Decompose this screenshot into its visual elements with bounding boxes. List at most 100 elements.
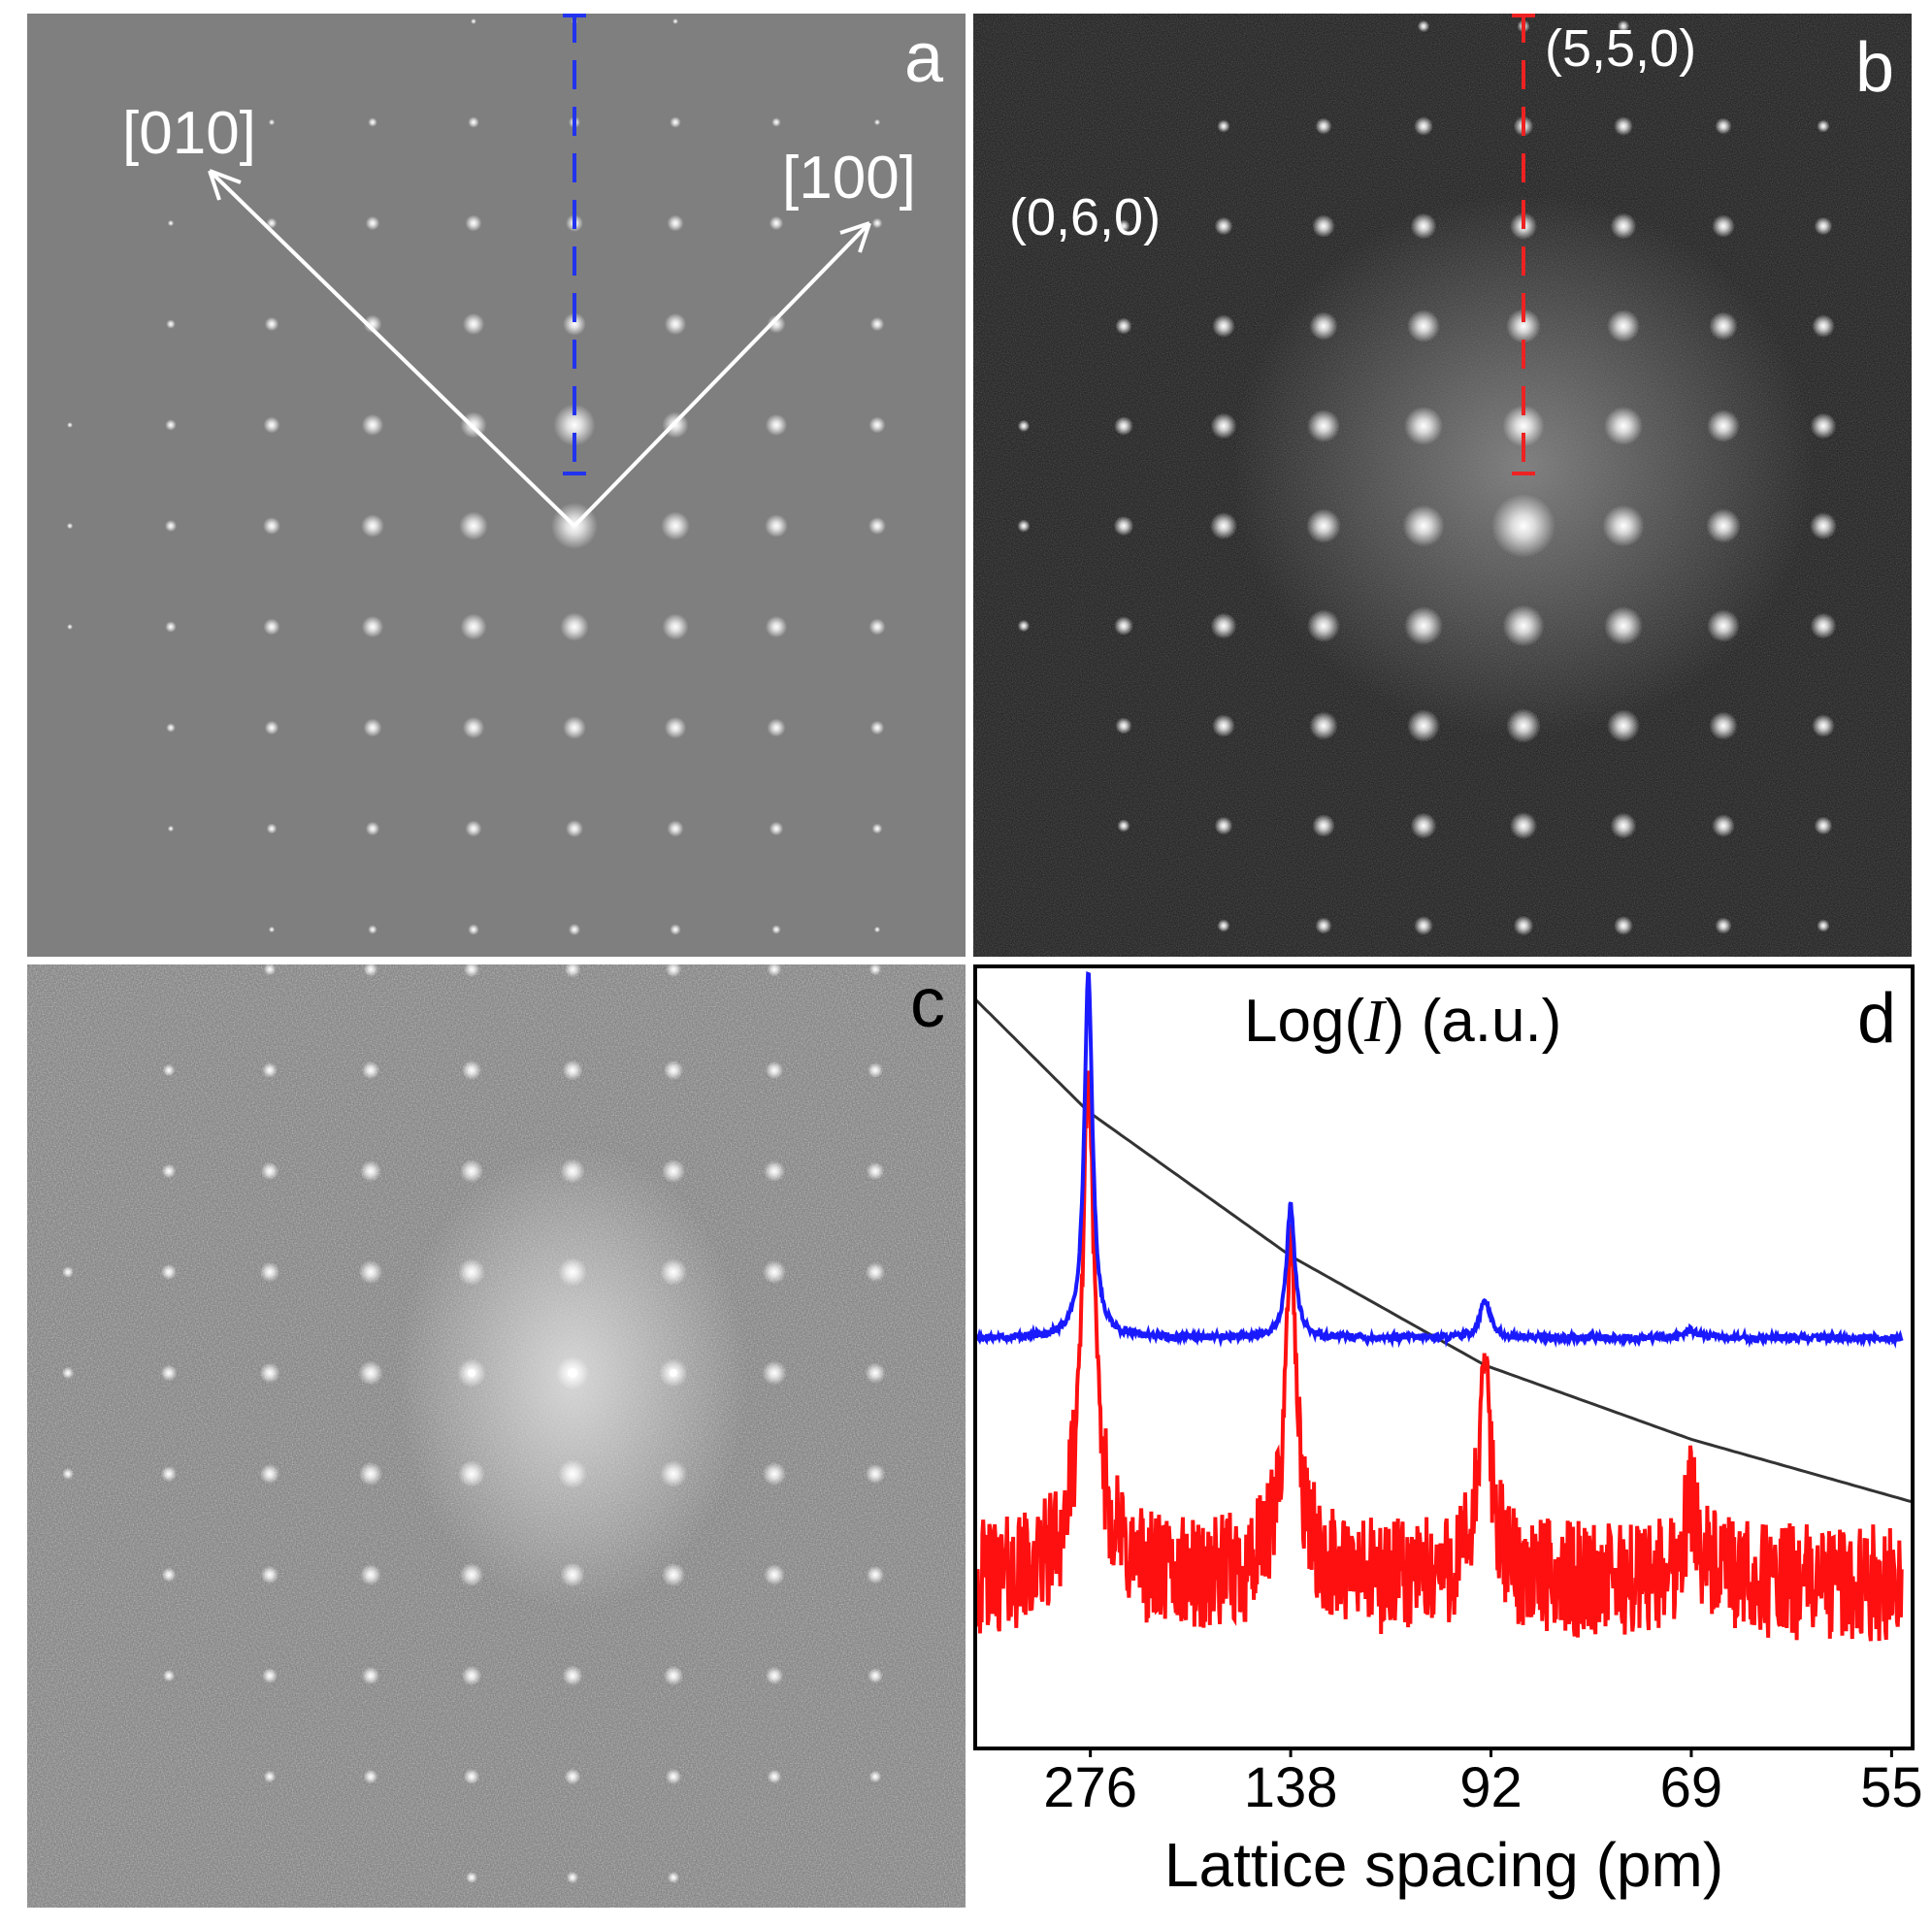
panel-c-letter: c <box>910 964 945 1042</box>
diffraction-spot <box>1502 604 1545 647</box>
panel-b-diffraction-spots <box>1017 19 1932 936</box>
diffraction-spot <box>566 1871 579 1884</box>
series-red-curve <box>976 1070 1904 1642</box>
diffraction-spot <box>162 1063 176 1077</box>
diffraction-spot <box>1117 819 1130 833</box>
diffraction-spot <box>665 964 682 978</box>
diffraction-spot <box>66 522 74 530</box>
panel-d: Log(I) (a.u.) d 276 138 92 69 55 Lattice spa… <box>973 964 1923 1900</box>
diffraction-spot <box>670 116 681 128</box>
diffraction-spot <box>361 1061 380 1080</box>
diffraction-spot <box>868 618 886 636</box>
diffraction-spot <box>360 1160 381 1182</box>
diffraction-spot <box>1402 505 1445 547</box>
x-tick-label: 55 <box>1860 1756 1923 1819</box>
diffraction-spot <box>771 117 781 127</box>
diffraction-spot <box>1602 505 1645 547</box>
diffraction-spot <box>564 1768 581 1785</box>
diffraction-spot <box>873 118 881 126</box>
diffraction-spot <box>1617 19 1630 33</box>
diffraction-spot <box>1812 714 1835 737</box>
diffraction-spot <box>560 1562 585 1587</box>
panel-b-label-550: (5,5,0) <box>1545 19 1696 78</box>
arrow-100-head-icon <box>839 221 871 253</box>
diffraction-spot <box>459 1562 484 1587</box>
diffraction-spot <box>866 1161 885 1181</box>
diffraction-spot <box>1307 409 1340 442</box>
diffraction-spot <box>461 1665 482 1686</box>
diffraction-spot <box>568 923 581 936</box>
diffraction-spot <box>1115 717 1132 735</box>
diffraction-spot <box>1209 511 1238 540</box>
diffraction-spot <box>368 117 377 127</box>
diffraction-spot <box>1810 612 1837 639</box>
diffraction-spot <box>865 1362 886 1384</box>
diffraction-spot <box>264 720 279 735</box>
panel-b: (5,5,0) (0,6,0) b <box>973 14 1932 957</box>
diffraction-spot <box>358 1461 383 1486</box>
diffraction-spot <box>661 1562 686 1587</box>
diffraction-spot <box>1115 317 1132 335</box>
diffraction-spot <box>1707 609 1740 642</box>
diffraction-spot <box>1506 708 1541 743</box>
diffraction-spot <box>266 823 278 834</box>
diffraction-spot <box>1315 917 1332 934</box>
panel-c-center-spot <box>468 1369 475 1377</box>
diffraction-spot <box>764 1564 785 1585</box>
diffraction-spot <box>1017 419 1031 433</box>
diffraction-spot <box>765 1061 784 1080</box>
diffraction-spot <box>1915 317 1931 334</box>
diffraction-spot <box>361 1666 380 1685</box>
diffraction-spot <box>1502 405 1545 447</box>
diffraction-spot <box>468 924 479 935</box>
diffraction-spot <box>1614 116 1633 136</box>
diffraction-spot <box>566 820 583 837</box>
diffraction-spot <box>563 312 586 336</box>
x-tick-label: 276 <box>1043 1756 1137 1819</box>
diffraction-spot <box>665 1768 682 1785</box>
diffraction-spot <box>266 217 278 229</box>
diffraction-spot <box>1603 406 1644 446</box>
diffraction-spot <box>262 1668 278 1683</box>
diffraction-spot <box>762 1259 787 1285</box>
diffraction-spot <box>769 215 784 231</box>
diffraction-spot <box>1607 709 1640 742</box>
diffraction-spot <box>463 964 480 978</box>
panel-a: [010] [100] a <box>27 14 966 957</box>
diffraction-spot <box>564 964 581 978</box>
diffraction-spot <box>868 517 886 535</box>
diffraction-spot <box>363 1769 378 1784</box>
diffraction-spot <box>1914 616 1932 636</box>
diffraction-spot <box>662 613 689 640</box>
panel-d-background <box>973 964 1912 1750</box>
diffraction-spot <box>661 511 690 540</box>
diffraction-spot <box>1403 406 1444 446</box>
diffraction-spot <box>268 926 276 933</box>
diffraction-spot <box>67 422 73 428</box>
diffraction-spot <box>664 312 687 336</box>
diffraction-spot <box>457 1257 486 1287</box>
diffraction-spot <box>1603 605 1644 646</box>
diffraction-spot <box>264 316 279 332</box>
diffraction-spot <box>672 18 678 24</box>
diffraction-spot <box>667 214 684 232</box>
diffraction-spot <box>460 613 487 640</box>
diffraction-spot <box>767 964 782 977</box>
diffraction-spot <box>166 319 176 329</box>
diffraction-spot <box>361 514 384 538</box>
diffraction-spot <box>1715 917 1732 934</box>
diffraction-spot <box>1410 812 1437 839</box>
diffraction-spot <box>1506 309 1541 343</box>
diffraction-spot <box>1307 609 1340 642</box>
diffraction-spot <box>1712 814 1735 837</box>
diffraction-spot <box>259 1261 280 1283</box>
diffraction-spot <box>61 1366 75 1380</box>
diffraction-spot <box>765 615 788 638</box>
diffraction-spot <box>560 612 589 641</box>
diffraction-spot <box>1610 212 1637 240</box>
diffraction-spot <box>1210 412 1237 440</box>
diffraction-spot <box>667 1871 680 1884</box>
series-blue-curve <box>976 970 1904 1350</box>
diffraction-spot <box>263 618 280 636</box>
